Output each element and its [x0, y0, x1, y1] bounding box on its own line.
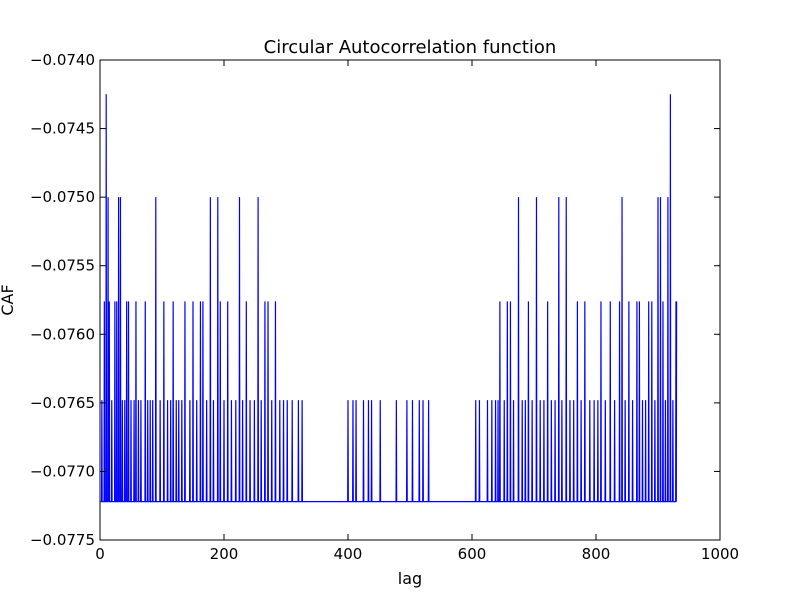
y-tick-label: −0.0750	[30, 188, 95, 206]
y-tick-label: −0.0770	[30, 462, 95, 480]
chart-title: Circular Autocorrelation function	[264, 37, 557, 58]
x-tick-label: 600	[458, 545, 487, 563]
y-tick-label: −0.0775	[30, 531, 95, 549]
y-axis-label: CAF	[0, 284, 17, 315]
y-tick-label: −0.0765	[30, 394, 95, 412]
y-tick-label: −0.0755	[30, 257, 95, 275]
tick-layer: 0 200 400 600 800 1000 −0.0775 −0.0770 −0.0765 −0…	[30, 51, 739, 563]
x-tick-label: 800	[582, 545, 611, 563]
y-tick-label: −0.0745	[30, 120, 95, 138]
series-layer	[100, 94, 678, 503]
x-tick-label: 1000	[701, 545, 739, 563]
x-tick-label: 400	[334, 545, 363, 563]
y-tick-label: −0.0760	[30, 325, 95, 343]
y-tick-label: −0.0740	[30, 51, 95, 69]
series-line-0	[100, 94, 678, 503]
x-axis-label: lag	[398, 569, 422, 588]
plot-frame	[99, 59, 721, 541]
x-tick-label: 200	[210, 545, 239, 563]
x-tick-label: 0	[95, 545, 105, 563]
